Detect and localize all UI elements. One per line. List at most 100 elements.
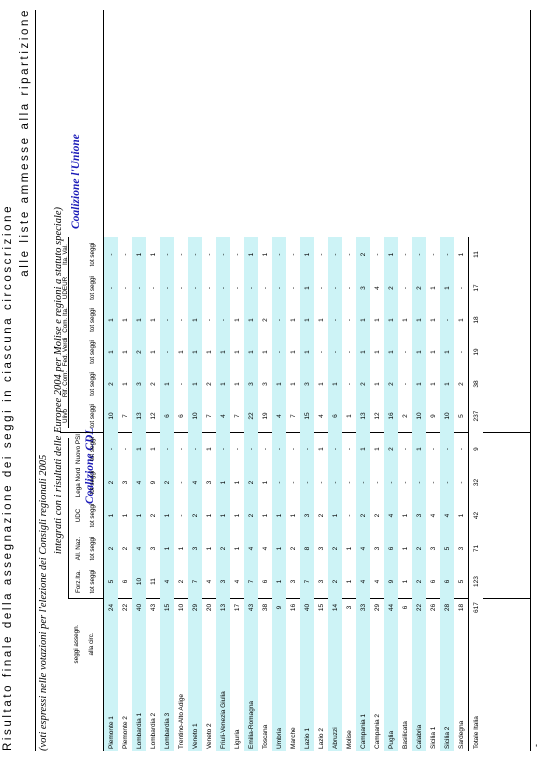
seat-value-cell: 16 <box>384 400 398 432</box>
seat-value-cell: 11 <box>468 237 483 272</box>
seat-value-cell: 1 <box>457 513 465 518</box>
seat-value-cell: - <box>216 272 230 304</box>
seat-value-cell: 1 <box>384 336 398 368</box>
seat-value-cell: 3 <box>300 368 314 400</box>
region-cell: Veneto 2 <box>205 723 213 749</box>
seat-value-cell: 1 <box>317 318 325 322</box>
seats-cell: 28 <box>440 598 454 617</box>
table-row: Lombardia 1 40 10 4 1 4 1 13 3 2 1-1 <box>132 237 146 751</box>
seat-table: Piemonte 1 24 5 2 1 2-10 2 1 1- - Piemonte 2 22 6 2 1 3… <box>104 237 483 751</box>
seat-value-cell: 2 <box>104 466 118 499</box>
region-cell: Sicilia 1 <box>429 726 437 749</box>
seats-cell: 13 <box>216 598 230 617</box>
seat-value-cell: 5 <box>440 532 454 565</box>
tot-seggi-header: tot seggi <box>89 340 96 364</box>
seat-value-cell: - <box>345 350 353 354</box>
seat-value-cell: - <box>384 466 398 499</box>
seat-value-cell: 1 <box>188 304 202 336</box>
party-header: Nuovo PSI <box>75 433 82 465</box>
tot-seggi-header: tot seggi <box>89 569 96 594</box>
seat-value-cell: 1 <box>233 480 241 485</box>
seat-value-cell: - <box>121 253 129 256</box>
seat-value-cell: 4 <box>373 579 381 584</box>
seat-value-cell: 2 <box>149 382 157 386</box>
seat-value-cell: 1 <box>328 368 342 400</box>
seat-value-cell: 1 <box>345 579 353 584</box>
seat-value-cell: 1 <box>244 304 258 336</box>
cdl-rule <box>68 438 69 598</box>
region-cell: Calabria <box>412 617 426 751</box>
seat-value-cell: 1 <box>289 318 297 322</box>
seat-value-cell: 3 <box>317 579 325 584</box>
seat-value-cell: 3 <box>149 546 157 551</box>
seat-value-cell: 1 <box>233 318 241 322</box>
seat-value-cell: 6 <box>121 579 129 584</box>
seat-value-cell: - <box>328 466 342 499</box>
seat-value-cell: 4 <box>272 400 286 432</box>
seat-value-cell: 7 <box>233 414 241 418</box>
seat-value-cell: 2 <box>328 565 342 598</box>
seat-value-cell: 1 <box>272 499 286 532</box>
tot-seggi-header: tot seggi <box>89 372 96 396</box>
seats-cell: 6 <box>401 605 409 610</box>
seat-value-cell: - <box>244 272 258 304</box>
seat-value-cell: 2 <box>104 368 118 400</box>
seats-cell: 40 <box>300 598 314 617</box>
seat-value-cell: 123 <box>468 565 483 598</box>
table-row: Emilia-Romagna 43 7 4 2 2-22 3 1 1-1 <box>244 237 258 751</box>
seat-value-cell: 1 <box>457 252 465 257</box>
seat-value-cell: 1 <box>160 532 174 565</box>
seat-value-cell: 1 <box>121 350 129 354</box>
seat-value-cell: - <box>345 318 353 322</box>
table-row: Sicilia 1 26 6 3 4 - - 9 1 1 1 1 - <box>426 237 440 751</box>
seat-value-cell: - <box>317 286 325 290</box>
seat-value-cell: 3 <box>205 480 213 485</box>
total-row: Totale Italia 617 123 71 42 32 9 237 38 19 18 17 11 <box>468 237 483 751</box>
seat-value-cell: 2 <box>177 579 185 584</box>
seat-value-cell: 1 <box>412 368 426 400</box>
table-row: Umbria 9 1 1 1- -4 1- - - - <box>272 237 286 751</box>
seat-value-cell: 1 <box>261 252 269 257</box>
seat-value-cell: 1 <box>261 513 269 518</box>
seat-value-cell: - <box>216 237 230 272</box>
seats-cell: 43 <box>244 598 258 617</box>
seats-cell: 44 <box>384 598 398 617</box>
seat-value-cell: 1 <box>373 350 381 354</box>
seat-value-cell: 1 <box>160 368 174 400</box>
seat-value-cell: - <box>216 304 230 336</box>
seat-value-cell: 2 <box>317 513 325 518</box>
seat-value-cell: 3 <box>429 546 437 551</box>
region-cell: Totale Italia <box>468 617 483 751</box>
seat-value-cell: 1 <box>289 350 297 354</box>
seat-value-cell: 1 <box>356 432 370 466</box>
seat-value-cell: 1 <box>244 237 258 272</box>
seat-value-cell: 5 <box>457 414 465 418</box>
seat-value-cell: 2 <box>356 499 370 532</box>
seat-value-cell: - <box>429 253 437 256</box>
seat-value-cell: 1 <box>177 350 185 354</box>
title-line-1: Risultato finale della assegnazione dei … <box>2 203 14 751</box>
seat-value-cell: 2 <box>216 532 230 565</box>
region-cell: Campania 2 <box>373 713 381 749</box>
region-cell: Marche <box>289 727 297 749</box>
table-row: Lazio 2 15 3 3 2 - 1 4 1 - 1 - - <box>314 237 328 751</box>
table-row: Piemonte 2 22 6 2 1 3 - 7 1 1 1 - - <box>118 237 132 751</box>
seat-value-cell: 1 <box>328 499 342 532</box>
seat-value-cell: - <box>317 481 325 484</box>
seat-value-cell: 1 <box>401 546 409 551</box>
seat-value-cell: - <box>104 272 118 304</box>
seat-value-cell: 3 <box>289 579 297 584</box>
seat-value-cell: 6 <box>261 579 269 584</box>
seat-value-cell: 1 <box>300 336 314 368</box>
region-cell: Liguria <box>233 729 241 749</box>
seat-value-cell: 1 <box>205 350 213 354</box>
seat-value-cell: 1 <box>233 382 241 386</box>
bottom-rule <box>530 10 531 751</box>
region-cell: Emilia-Romagna <box>244 617 258 751</box>
seat-value-cell: - <box>317 350 325 354</box>
seat-value-cell: 1 <box>149 350 157 354</box>
table-row: Lombardia 2 43 11 3 2 9 1 12 2 1 1-1 <box>146 237 160 751</box>
seat-value-cell: 2 <box>412 272 426 304</box>
seat-value-cell: 1 <box>457 318 465 322</box>
